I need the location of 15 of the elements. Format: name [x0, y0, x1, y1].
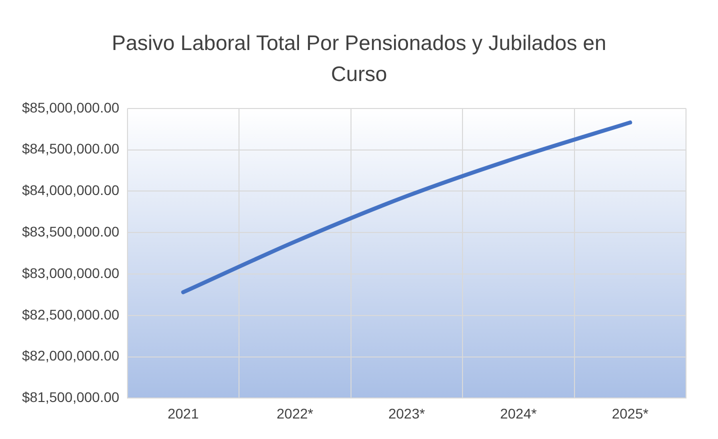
- chart-title: Pasivo Laboral Total Por Pensionados y Jubilados en Curso: [110, 31, 608, 88]
- line-series: [181, 120, 632, 294]
- y-tick-label: $84,000,000.00: [22, 182, 120, 198]
- y-tick-label: $83,000,000.00: [22, 264, 120, 281]
- x-tick-label: 2021: [168, 405, 199, 422]
- y-tick-label: $84,500,000.00: [22, 140, 120, 157]
- x-tick-label: 2025*: [612, 405, 649, 422]
- y-tick-label: $82,500,000.00: [22, 306, 120, 322]
- x-tick-label: 2023*: [388, 405, 426, 422]
- y-tick-label: $82,000,000.00: [22, 348, 120, 364]
- x-tick-label: 2024*: [500, 405, 538, 422]
- x-tick-label: 2022*: [276, 405, 314, 422]
- y-tick-label: $83,500,000.00: [22, 223, 120, 240]
- y-tick-label: $85,000,000.00: [22, 99, 120, 116]
- y-tick-label: $81,500,000.00: [22, 389, 120, 406]
